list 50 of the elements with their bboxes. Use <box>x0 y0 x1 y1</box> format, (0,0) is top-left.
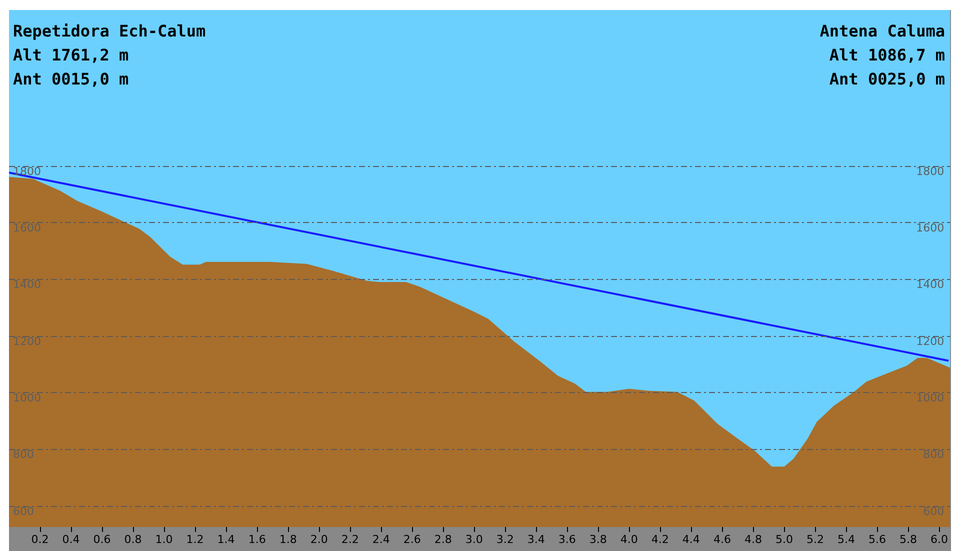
y2-tick-label: 1000 <box>916 391 944 404</box>
y2-tick-label: 800 <box>923 448 944 462</box>
x-tick-label: 0.4 <box>62 533 80 546</box>
annotation: Ant 0015,0 m <box>13 70 129 88</box>
x-tick-label: 4.6 <box>713 533 731 546</box>
x-tick-label: 2.0 <box>310 533 328 546</box>
x-tick-label: 1.4 <box>217 533 235 546</box>
x-tick-label: 1.8 <box>279 533 297 546</box>
x-tick-label: 2.6 <box>403 533 421 546</box>
y-tick-label: 1000 <box>13 391 41 404</box>
x-tick-label: 0.6 <box>93 533 111 546</box>
annotation: Alt 1761,2 m <box>13 46 129 64</box>
x-tick-label: 5.4 <box>837 533 855 546</box>
x-tick-label: 3.0 <box>465 533 483 546</box>
annotation: Ant 0025,0 m <box>829 70 946 88</box>
x-tick-label: 3.4 <box>527 533 545 546</box>
x-tick-label: 1.0 <box>155 533 173 546</box>
y2-tick-label: 1400 <box>916 278 944 292</box>
x-tick-label: 0.2 <box>31 533 49 546</box>
annotation: Antena Caluma <box>820 22 945 40</box>
x-tick-label: 6.0 <box>930 533 948 546</box>
x-tick-label: 4.0 <box>620 533 638 546</box>
x-tick-label: 3.2 <box>496 533 514 546</box>
x-tick-label: 2.4 <box>372 533 390 546</box>
y2-tick-label: 1800 <box>916 164 944 178</box>
x-tick-label: 5.6 <box>868 533 886 546</box>
x-tick-label: 1.6 <box>248 533 266 546</box>
y-tick-label: 1800 <box>13 164 41 178</box>
y2-tick-label: 1600 <box>916 221 944 234</box>
x-tick-label: 2.2 <box>341 533 359 546</box>
x-tick-label: 4.8 <box>744 533 762 546</box>
y-tick-label: 1400 <box>13 278 41 292</box>
y-tick-label: 1600 <box>13 221 41 234</box>
x-tick-label: 5.0 <box>775 533 793 546</box>
x-tick-label: 5.2 <box>806 533 824 546</box>
x-tick-label: 2.8 <box>434 533 452 546</box>
x-tick-label: 3.8 <box>589 533 607 546</box>
y2-tick-label: 1200 <box>916 334 944 348</box>
annotation: Alt 1086,7 m <box>829 46 946 64</box>
x-tick-label: 3.6 <box>558 533 576 546</box>
x-tick-label: 1.2 <box>186 533 204 546</box>
y-tick-label: 1200 <box>13 334 41 348</box>
x-tick-label: 0.8 <box>124 533 142 546</box>
annotation: Repetidora Ech-Calum <box>13 22 206 40</box>
x-tick-label: 5.8 <box>899 533 917 546</box>
x-tick-label: 4.2 <box>651 533 669 546</box>
x-tick-label: 4.4 <box>682 533 700 546</box>
y-tick-label: 600 <box>13 504 34 518</box>
y2-tick-label: 600 <box>923 504 944 518</box>
y-tick-label: 800 <box>13 448 34 462</box>
